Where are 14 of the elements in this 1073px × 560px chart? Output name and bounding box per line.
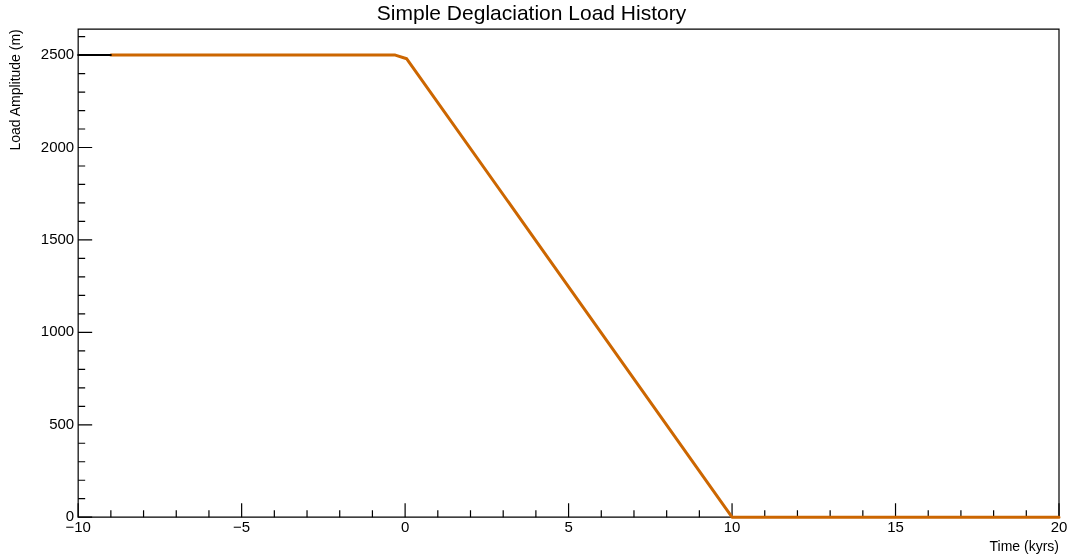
chart-title: Simple Deglaciation Load History — [376, 1, 687, 25]
x-tick-label: 15 — [887, 518, 904, 536]
y-tick-label: 1500 — [40, 230, 75, 248]
x-tick-label: 5 — [564, 518, 573, 536]
y-tick-label: 1000 — [40, 322, 75, 340]
y-axis-title: Load Amplitude (m) — [7, 29, 24, 151]
x-tick-label: 20 — [1050, 518, 1068, 536]
x-tick-label: 0 — [400, 518, 410, 536]
y-tick-label: 2500 — [40, 45, 75, 63]
y-tick-label: 500 — [49, 414, 75, 432]
x-axis-title: Time (kyrs) — [989, 538, 1059, 555]
x-tick-label: −5 — [233, 518, 251, 536]
x-tick-label: 10 — [723, 518, 741, 536]
y-tick-label: 2000 — [40, 137, 75, 155]
